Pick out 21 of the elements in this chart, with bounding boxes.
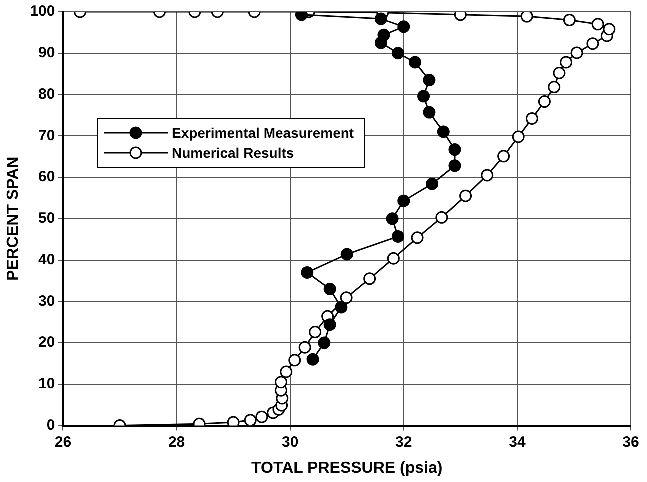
x-tick-label: 26 <box>54 434 72 451</box>
y-tick-label: 20 <box>38 334 56 352</box>
y-tick-label: 30 <box>38 292 56 310</box>
x-tick-label: 30 <box>282 434 299 451</box>
legend-label: Numerical Results <box>172 145 294 161</box>
x-tick-label: 32 <box>396 434 412 451</box>
y-tick-label: 60 <box>38 168 56 186</box>
legend-label: Experimental Measurement <box>172 125 354 141</box>
y-tick-label: 90 <box>38 44 56 62</box>
y-tick-label: 10 <box>38 376 56 393</box>
y-axis-title: PERCENT SPAN <box>5 156 22 281</box>
y-tick-label: 100 <box>30 3 56 20</box>
y-tick-label: 80 <box>38 86 56 103</box>
y-tick-label: 50 <box>38 210 56 228</box>
x-tick-label: 36 <box>622 434 640 451</box>
x-tick-label: 28 <box>168 434 186 451</box>
x-axis-title: TOTAL PRESSURE (psia) <box>252 460 443 477</box>
y-tick-label: 70 <box>38 127 56 144</box>
y-tick-label: 40 <box>38 251 56 268</box>
y-tick-label: 0 <box>46 416 56 434</box>
x-tick-label: 34 <box>509 434 526 451</box>
